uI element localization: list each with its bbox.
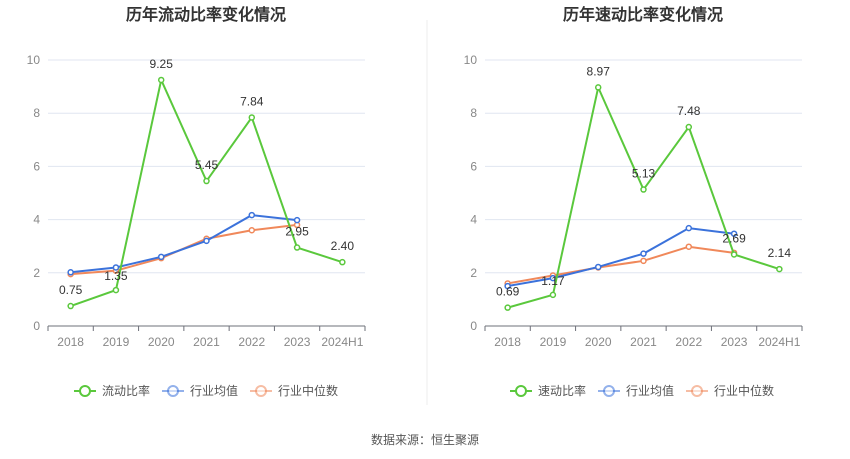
x-tick-label: 2021 (630, 335, 657, 349)
x-tick-label: 2023 (284, 335, 311, 349)
data-point[interactable] (203, 177, 210, 185)
data-point[interactable] (549, 274, 557, 282)
series-line (507, 227, 735, 288)
data-label: 7.84 (240, 94, 264, 108)
data-label: 9.25 (150, 57, 174, 71)
legend: 流动比率 行业均值 行业中位数 (74, 383, 338, 398)
x-tick-label: 2022 (238, 335, 265, 349)
data-point[interactable] (640, 257, 647, 265)
legend: 速动比率 行业均值 行业中位数 (510, 383, 774, 398)
data-point[interactable] (203, 237, 210, 245)
legend-item[interactable]: 行业中位数 (686, 383, 774, 398)
x-tick-label: 2019 (540, 335, 567, 349)
data-point[interactable] (67, 302, 74, 310)
data-point[interactable] (112, 264, 120, 271)
data-label: 1.17 (541, 274, 565, 288)
legend-item[interactable]: 行业均值 (598, 383, 674, 398)
x-tick-label: 2018 (57, 335, 84, 349)
data-point[interactable] (157, 76, 165, 84)
y-tick-label: 6 (33, 159, 40, 173)
legend-marker-icon (167, 385, 179, 397)
x-tick-label: 2018 (494, 335, 521, 349)
chart-panel-1: 历年流动比率变化情况 0 2 4 6 8 10 2018 2019 2020 2021 2022 202… (27, 5, 366, 398)
legend-marker-icon (79, 385, 91, 397)
data-point[interactable] (730, 251, 738, 258)
data-label: 2.40 (331, 239, 355, 253)
data-point[interactable] (730, 230, 738, 237)
data-label: 0.69 (496, 285, 520, 299)
y-tick-label: 10 (27, 53, 41, 67)
y-tick-label: 2 (470, 266, 477, 280)
x-tick-label: 2020 (585, 335, 612, 349)
y-tick-label: 0 (470, 319, 477, 333)
data-label: 8.97 (587, 64, 611, 78)
data-point[interactable] (504, 282, 511, 290)
data-label: 7.48 (677, 104, 701, 118)
data-source: 数据来源：恒生聚源 (371, 432, 479, 447)
legend-item[interactable]: 行业均值 (162, 383, 238, 398)
legend-marker-icon (691, 385, 703, 397)
legend-label: 速动比率 (538, 383, 586, 398)
legend-label: 流动比率 (102, 383, 150, 398)
data-point[interactable] (504, 304, 511, 311)
y-tick-label: 4 (470, 213, 477, 227)
chart-title: 历年速动比率变化情况 (563, 5, 723, 24)
y-tick-label: 8 (470, 106, 477, 120)
series-line (507, 245, 735, 285)
x-tick-label: 2020 (148, 335, 175, 349)
data-point[interactable] (157, 253, 165, 261)
data-point[interactable] (594, 263, 602, 271)
legend-label: 行业均值 (190, 383, 238, 398)
legend-marker-icon (255, 385, 267, 397)
y-tick-label: 4 (33, 213, 40, 227)
data-point[interactable] (293, 244, 301, 251)
chart-panel-2: 历年速动比率变化情况 0 2 4 6 8 10 2018 2019 2020 2021 2022 202… (464, 5, 803, 398)
data-point[interactable] (685, 123, 693, 131)
data-point[interactable] (685, 243, 693, 250)
x-tick-label: 2024H1 (321, 335, 363, 349)
data-point[interactable] (594, 84, 602, 91)
x-tick-label: 2021 (193, 335, 220, 349)
data-point[interactable] (112, 286, 120, 294)
data-point[interactable] (640, 250, 647, 257)
data-point[interactable] (339, 258, 346, 266)
legend-marker-icon (515, 385, 527, 397)
y-tick-label: 0 (33, 319, 40, 333)
data-label: 2.14 (768, 246, 792, 260)
data-point[interactable] (67, 269, 74, 276)
data-point[interactable] (248, 114, 256, 121)
data-label: 0.75 (59, 283, 83, 297)
data-label: 5.13 (632, 167, 656, 181)
data-label: 2.69 (722, 231, 746, 245)
data-point[interactable] (549, 291, 557, 299)
legend-label: 行业均值 (626, 383, 674, 398)
data-point[interactable] (640, 186, 647, 193)
legend-label: 行业中位数 (278, 383, 338, 398)
chart-title: 历年流动比率变化情况 (126, 5, 286, 24)
y-tick-label: 2 (33, 266, 40, 280)
legend-marker-icon (603, 385, 615, 397)
x-tick-label: 2022 (675, 335, 702, 349)
legend-item[interactable]: 行业中位数 (250, 383, 338, 398)
series-line (70, 214, 298, 274)
data-point[interactable] (248, 211, 256, 219)
data-label: 5.45 (195, 158, 219, 172)
x-tick-label: 2024H1 (758, 335, 800, 349)
data-label: 2.95 (285, 225, 309, 239)
data-point[interactable] (293, 216, 301, 224)
x-tick-label: 2019 (103, 335, 130, 349)
y-tick-label: 8 (33, 106, 40, 120)
y-tick-label: 6 (470, 159, 477, 173)
data-point[interactable] (248, 226, 256, 234)
data-point[interactable] (776, 265, 783, 273)
legend-item[interactable]: 速动比率 (510, 383, 586, 398)
y-tick-label: 10 (464, 53, 478, 67)
legend-label: 行业中位数 (714, 383, 774, 398)
data-point[interactable] (685, 224, 693, 232)
data-label: 1.35 (104, 269, 128, 283)
legend-item[interactable]: 流动比率 (74, 383, 150, 398)
x-tick-label: 2023 (721, 335, 748, 349)
